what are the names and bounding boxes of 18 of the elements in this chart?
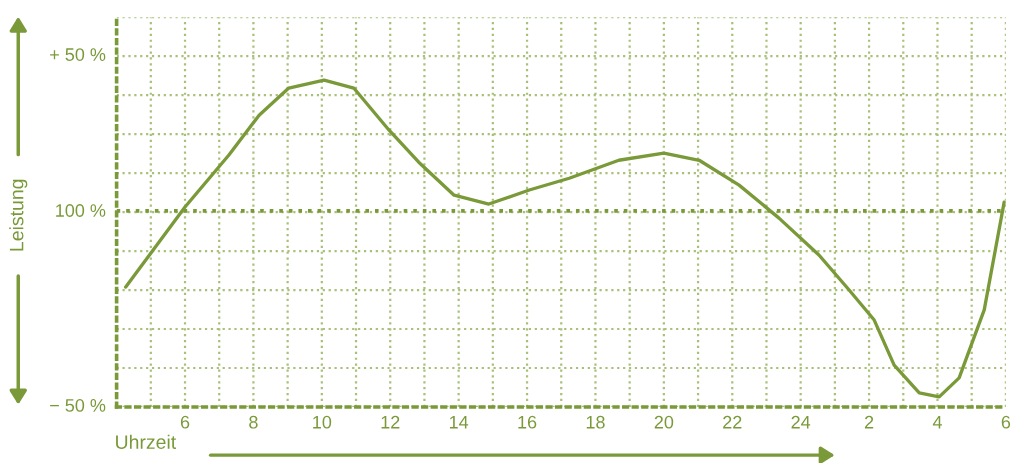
text: − 50 % [50, 399, 106, 412]
x-axis-title: Uhrzeit [116, 434, 177, 449]
text: 100 % [56, 204, 106, 217]
x-tick-label: 16 [518, 415, 537, 429]
x-tick-label: 18 [586, 415, 605, 429]
x-tick-label: 8 [249, 415, 258, 429]
y-axis-title: Leistung [9, 179, 28, 251]
x-tick-label: 6 [180, 415, 190, 429]
x-tick-label: 12 [381, 415, 400, 429]
x-tick-label: 14 [449, 415, 469, 429]
text: + 50 % [50, 48, 106, 61]
x-tick-label: 20 [654, 415, 674, 429]
x-tick-label: 22 [723, 415, 742, 429]
x-tick-label: 24 [791, 415, 811, 429]
x-tick-label: 4 [932, 415, 942, 429]
x-tick-label: 2 [864, 415, 874, 429]
x-tick-label: 6 [1001, 415, 1011, 429]
x-tick-label: 10 [313, 415, 332, 429]
